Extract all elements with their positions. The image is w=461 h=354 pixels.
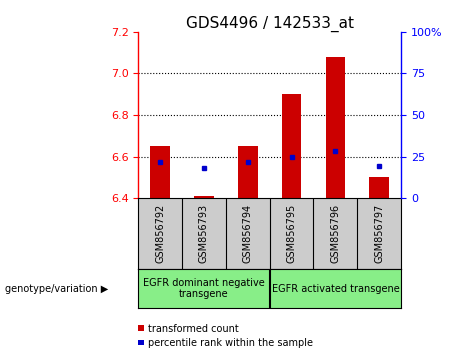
- Text: GSM856793: GSM856793: [199, 204, 209, 263]
- Bar: [325, 57, 345, 198]
- Bar: [369, 177, 389, 198]
- Text: GSM856795: GSM856795: [287, 204, 296, 263]
- Bar: [282, 94, 301, 198]
- Text: percentile rank within the sample: percentile rank within the sample: [148, 338, 313, 348]
- Bar: [150, 146, 170, 198]
- Bar: [194, 196, 214, 198]
- Text: transformed count: transformed count: [148, 324, 239, 333]
- Text: GSM856794: GSM856794: [243, 204, 253, 263]
- Text: GSM856796: GSM856796: [331, 204, 340, 263]
- Text: EGFR activated transgene: EGFR activated transgene: [272, 284, 399, 293]
- Title: GDS4496 / 142533_at: GDS4496 / 142533_at: [186, 16, 354, 32]
- Text: GSM856792: GSM856792: [155, 204, 165, 263]
- Text: GSM856797: GSM856797: [374, 204, 384, 263]
- Bar: [238, 146, 258, 198]
- Text: EGFR dominant negative
transgene: EGFR dominant negative transgene: [143, 278, 265, 299]
- Text: genotype/variation ▶: genotype/variation ▶: [5, 284, 108, 293]
